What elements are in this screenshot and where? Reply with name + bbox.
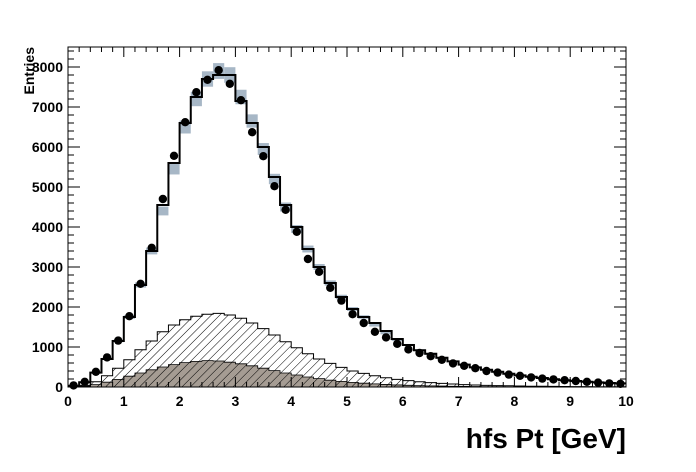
data-point bbox=[292, 227, 301, 236]
data-point bbox=[381, 333, 391, 342]
data-point bbox=[493, 368, 502, 377]
data-point bbox=[348, 310, 357, 319]
data-point bbox=[415, 348, 424, 358]
data-point bbox=[582, 377, 592, 386]
data-point bbox=[69, 381, 78, 390]
y-axis-title: Entries bbox=[21, 47, 37, 95]
band-bin bbox=[246, 114, 258, 128]
data-point bbox=[169, 151, 179, 160]
data-point bbox=[482, 366, 491, 376]
data-point bbox=[303, 254, 313, 264]
x-tick-label: 9 bbox=[566, 393, 574, 409]
y-tick-label: 2000 bbox=[32, 299, 63, 315]
data-point bbox=[125, 312, 134, 321]
y-tick-label: 0 bbox=[55, 379, 63, 395]
data-point bbox=[459, 361, 469, 370]
band-bin bbox=[268, 173, 281, 185]
x-tick-label: 4 bbox=[287, 393, 295, 409]
data-point bbox=[448, 359, 458, 368]
plot-frame bbox=[67, 46, 627, 388]
y-tick-label: 7000 bbox=[32, 99, 63, 115]
plot-area bbox=[67, 63, 627, 390]
band-bin bbox=[369, 323, 381, 327]
y-tick-label: 4000 bbox=[32, 219, 63, 235]
data-point bbox=[326, 283, 335, 292]
x-tick-label: 3 bbox=[232, 393, 240, 409]
data-point bbox=[605, 379, 614, 388]
y-tick-labels: 0 1000 2000 3000 4000 5000 6000 7000 8000 bbox=[32, 59, 63, 395]
data-point bbox=[270, 182, 279, 191]
x-tick-label: 2 bbox=[176, 393, 184, 409]
data-point bbox=[281, 205, 290, 214]
data-point bbox=[214, 66, 223, 75]
mc-uncertainty-band bbox=[68, 63, 626, 387]
y-tick-label: 3000 bbox=[32, 259, 63, 275]
data-point bbox=[225, 79, 235, 89]
data-point bbox=[504, 370, 514, 379]
data-point bbox=[80, 377, 89, 386]
x-tick-label: 5 bbox=[343, 393, 351, 409]
y-tick-label: 1000 bbox=[32, 339, 63, 355]
band-bin bbox=[179, 120, 191, 134]
data-point bbox=[114, 336, 123, 345]
y-tick-label: 6000 bbox=[32, 139, 63, 155]
data-point bbox=[549, 375, 558, 384]
band-bin bbox=[257, 143, 269, 155]
data-point bbox=[147, 243, 156, 252]
data-point bbox=[616, 379, 625, 388]
data-point bbox=[571, 376, 580, 386]
data-point bbox=[247, 128, 257, 137]
x-tick-label: 7 bbox=[455, 393, 463, 409]
data-point bbox=[158, 194, 168, 204]
band-bin bbox=[380, 331, 392, 335]
data-point bbox=[593, 378, 603, 387]
axis-ticks bbox=[67, 47, 627, 388]
data-point bbox=[337, 296, 346, 305]
data-point bbox=[404, 345, 413, 354]
y-tick-label: 8000 bbox=[32, 59, 63, 75]
data-point bbox=[192, 88, 201, 97]
data-point bbox=[560, 376, 569, 385]
band-bin bbox=[168, 163, 180, 175]
x-tick-label: 10 bbox=[618, 393, 634, 409]
data-point bbox=[370, 327, 380, 336]
x-tick-label: 0 bbox=[64, 393, 72, 409]
y-tick-label: 5000 bbox=[32, 179, 63, 195]
x-tick-label: 8 bbox=[511, 393, 519, 409]
data-point bbox=[471, 364, 480, 373]
mc-line bbox=[68, 74, 626, 387]
band-bin bbox=[157, 206, 169, 216]
data-point bbox=[102, 353, 112, 362]
x-axis-title: hfs Pt [GeV] bbox=[466, 423, 626, 454]
data-point bbox=[136, 279, 145, 288]
x-tick-label: 1 bbox=[120, 393, 128, 409]
data-point bbox=[180, 118, 190, 127]
data-point bbox=[236, 96, 246, 105]
mc-line-histogram bbox=[68, 74, 626, 387]
data-points bbox=[69, 66, 625, 390]
data-point bbox=[259, 152, 268, 161]
data-point bbox=[359, 318, 368, 328]
x-tick-label: 6 bbox=[399, 393, 407, 409]
x-tick-labels: 0 1 2 3 4 5 6 7 8 9 10 bbox=[64, 393, 634, 409]
data-point bbox=[526, 373, 536, 382]
data-point bbox=[538, 374, 547, 383]
band-bin bbox=[190, 91, 202, 107]
data-point bbox=[426, 352, 435, 361]
data-point bbox=[437, 355, 447, 364]
data-point bbox=[515, 371, 525, 380]
data-point bbox=[203, 75, 212, 85]
data-point bbox=[314, 267, 324, 276]
data-point bbox=[393, 339, 402, 348]
data-point bbox=[91, 367, 101, 376]
